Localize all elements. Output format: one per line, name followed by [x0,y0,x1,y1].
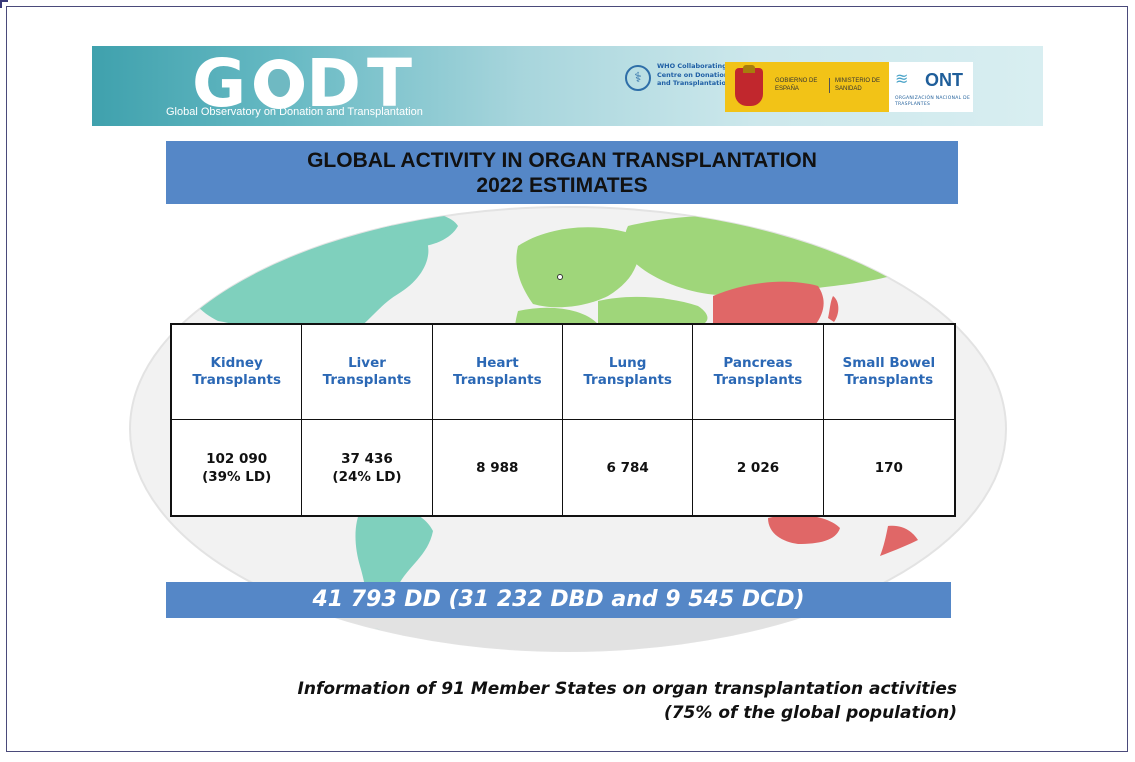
map-middle-east [598,296,708,326]
header-small-bowel: Small Bowel Transplants [823,325,954,420]
godt-logo: G DT [192,44,418,124]
value-heart: 8 988 [433,420,563,515]
title-line-1: GLOBAL ACTIVITY IN ORGAN TRANSPLANTATION [307,149,817,172]
ont-label: ONT [925,70,963,90]
header-pancreas-l1: Pancreas [723,355,793,371]
value-liver: 37 436 (24% LD) [302,420,433,515]
map-japan [828,296,839,322]
header-kidney-l2: Transplants [192,372,281,388]
map-europe [516,227,640,308]
globe-icon [254,58,305,109]
header-lung: Lung Transplants [562,325,694,420]
map-new-zealand [880,525,918,556]
spain-government-logo: GOBIERNO DE ESPAÑA MINISTERIO DE SANIDAD [725,62,889,112]
map-east-asia [713,281,824,324]
header-heart-l2: Transplants [453,372,542,388]
value-small-bowel-count: 170 [874,459,903,476]
godt-banner: G DT Global Observatory on Donation and T… [92,44,1043,126]
godt-logo-right: DT [306,45,418,122]
header-kidney: Kidney Transplants [172,325,303,420]
page-title: GLOBAL ACTIVITY IN ORGAN TRANSPLANTATION… [166,141,958,204]
godt-subtitle: Global Observatory on Donation and Trans… [166,106,423,118]
info-line-1: Information of 91 Member States on organ… [297,679,957,699]
value-liver-count: 37 436 [341,450,393,467]
transplant-table: Kidney Transplants Liver Transplants Heart… [170,323,956,517]
header-pancreas: Pancreas Transplants [693,325,824,420]
value-pancreas-count: 2 026 [736,459,780,476]
ont-logo: ≋ ONT ORGANIZACIÓN NACIONAL DE TRASPLANT… [889,62,973,112]
who-emblem-icon: ⚕ [625,65,651,91]
header-pancreas-l2: Transplants [713,372,803,388]
value-lung-count: 6 784 [606,459,649,476]
deceased-donors-banner: 41 793 DD (31 232 DBD and 9 545 DCD) [166,582,951,618]
header-liver-l2: Transplants [322,372,412,388]
gobierno-label: GOBIERNO DE ESPAÑA [775,78,818,92]
value-kidney: 102 090 (39% LD) [172,420,303,515]
header-small-bowel-l2: Transplants [844,372,934,388]
ont-sublabel: ORGANIZACIÓN NACIONAL DE TRASPLANTES [895,96,971,107]
value-kidney-count: 102 090 [206,450,268,467]
godt-logo-left: G [192,45,253,122]
header-liver: Liver Transplants [302,325,433,420]
ministerio-label: MINISTERIO DE SANIDAD [829,78,883,93]
ont-bird-icon: ≋ [895,69,909,88]
map-marker [557,274,563,280]
value-heart-count: 8 988 [476,459,519,476]
info-line-2: (75% of the global population) [663,703,957,723]
header-small-bowel-l1: Small Bowel [842,355,936,371]
title-line-2: 2022 ESTIMATES [476,174,648,197]
who-logo: ⚕ WHO Collaborating Centre on Donation a… [625,62,735,96]
corner-mark [0,0,8,8]
header-heart-l1: Heart [475,355,519,371]
header-lung-l2: Transplants [583,372,672,388]
who-label: WHO Collaborating Centre on Donation and… [657,62,731,87]
map-australia [768,514,840,544]
header-kidney-l1: Kidney [210,355,263,371]
value-kidney-ld: (39% LD) [202,468,272,485]
value-pancreas: 2 026 [693,420,824,515]
value-lung: 6 784 [563,420,694,515]
header-heart: Heart Transplants [432,325,563,420]
value-small-bowel: 170 [824,420,954,515]
header-lung-l1: Lung [608,355,647,371]
spain-crest-icon [735,65,763,106]
info-note: Information of 91 Member States on organ… [298,677,957,725]
value-liver-ld: (24% LD) [332,468,402,485]
header-liver-l1: Liver [348,355,386,371]
